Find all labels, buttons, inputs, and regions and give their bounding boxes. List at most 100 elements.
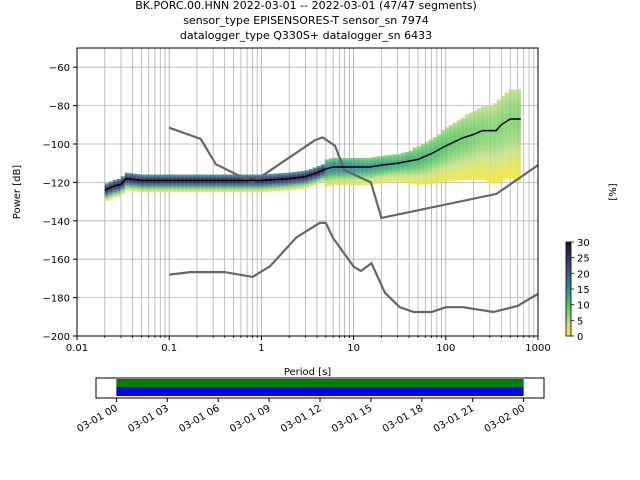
psd-cell [368, 157, 373, 160]
psd-cell [376, 167, 381, 171]
psd-cell [496, 155, 501, 158]
psd-cell [220, 189, 225, 193]
psd-cell [468, 139, 473, 142]
timeline-tick-label: 03-01 06 [177, 403, 221, 435]
psd-cell [472, 177, 477, 181]
psd-cell [472, 131, 477, 135]
psd-cell [228, 178, 233, 181]
psd-cell [204, 178, 209, 181]
psd-cell [156, 176, 161, 179]
psd-cell [496, 118, 501, 122]
psd-cell [440, 141, 445, 144]
y-tick-label: −160 [43, 255, 70, 266]
psd-cell [420, 170, 425, 174]
colorbar-cell [566, 320, 571, 323]
psd-cell [228, 174, 233, 177]
colorbar-tick-label: 30 [577, 238, 590, 249]
psd-cell [448, 151, 453, 155]
psd-cell [460, 171, 465, 175]
psd-cell [500, 141, 505, 144]
psd-cell [508, 166, 513, 169]
psd-cell [280, 184, 285, 187]
psd-cell [384, 168, 389, 172]
psd-cell [492, 151, 497, 154]
psd-cell [188, 187, 193, 191]
psd-cell [464, 156, 469, 159]
psd-cell [456, 164, 461, 167]
psd-cell [284, 178, 289, 181]
psd-cell [392, 169, 397, 172]
psd-cell [464, 124, 469, 127]
psd-cell [456, 149, 461, 152]
psd-cell [428, 170, 433, 173]
psd-cell [492, 139, 497, 142]
psd-cell [472, 137, 477, 140]
psd-cell [424, 160, 429, 164]
psd-cell [312, 175, 317, 178]
psd-cell [304, 174, 309, 177]
psd-cell [164, 184, 169, 187]
psd-cell [192, 180, 197, 183]
psd-cell [384, 180, 389, 183]
psd-cell [456, 162, 461, 165]
psd-cell [456, 154, 461, 158]
psd-cell [212, 187, 217, 191]
psd-cell [464, 170, 469, 173]
psd-cell [408, 169, 413, 173]
psd-cell [260, 184, 265, 187]
psd-cell [216, 187, 221, 191]
psd-cell [464, 141, 469, 144]
psd-cell [224, 184, 229, 187]
psd-cell [360, 175, 365, 178]
psd-cell [516, 169, 521, 172]
psd-cell [316, 169, 321, 173]
psd-cell [160, 180, 165, 183]
psd-cell [288, 182, 293, 185]
colorbar-cell [566, 257, 571, 260]
psd-cell [412, 147, 417, 150]
psd-cell [244, 180, 249, 183]
psd-cell [456, 168, 461, 171]
psd-cell [512, 166, 517, 169]
psd-cell [156, 186, 161, 189]
psd-cell [280, 176, 285, 180]
psd-cell [512, 89, 517, 92]
psd-cell [508, 91, 513, 95]
psd-cell [452, 176, 457, 179]
psd-cell [460, 118, 465, 121]
psd-cell [420, 174, 425, 177]
psd-cell [124, 186, 129, 189]
psd-cell [464, 122, 469, 125]
psd-cell [308, 178, 313, 181]
psd-cell [336, 180, 341, 184]
psd-cell [476, 127, 481, 131]
psd-cell [384, 164, 389, 168]
psd-cell [484, 157, 489, 161]
psd-cell [128, 186, 133, 189]
colorbar-cell [566, 254, 571, 257]
psd-cell [260, 187, 265, 191]
psd-cell [304, 179, 309, 183]
psd-cell [220, 176, 225, 179]
psd-cell [424, 159, 429, 162]
psd-cell [516, 179, 521, 182]
psd-cell [460, 164, 465, 167]
psd-cell [468, 152, 473, 156]
psd-cell [120, 176, 125, 179]
psd-cell [188, 186, 193, 189]
psd-cell [484, 117, 489, 120]
x-tick-label: 0.1 [161, 343, 177, 354]
psd-cell [328, 179, 333, 182]
psd-cell [480, 169, 485, 173]
psd-cell [432, 171, 437, 174]
psd-cell [396, 173, 401, 176]
psd-cell [508, 157, 513, 160]
psd-cell [280, 182, 285, 185]
psd-cell [468, 158, 473, 161]
psd-cell [472, 170, 477, 173]
psd-cell [456, 176, 461, 179]
psd-cell [464, 168, 469, 171]
psd-cell [324, 182, 329, 185]
psd-cell [484, 113, 489, 117]
psd-cell [452, 122, 457, 126]
